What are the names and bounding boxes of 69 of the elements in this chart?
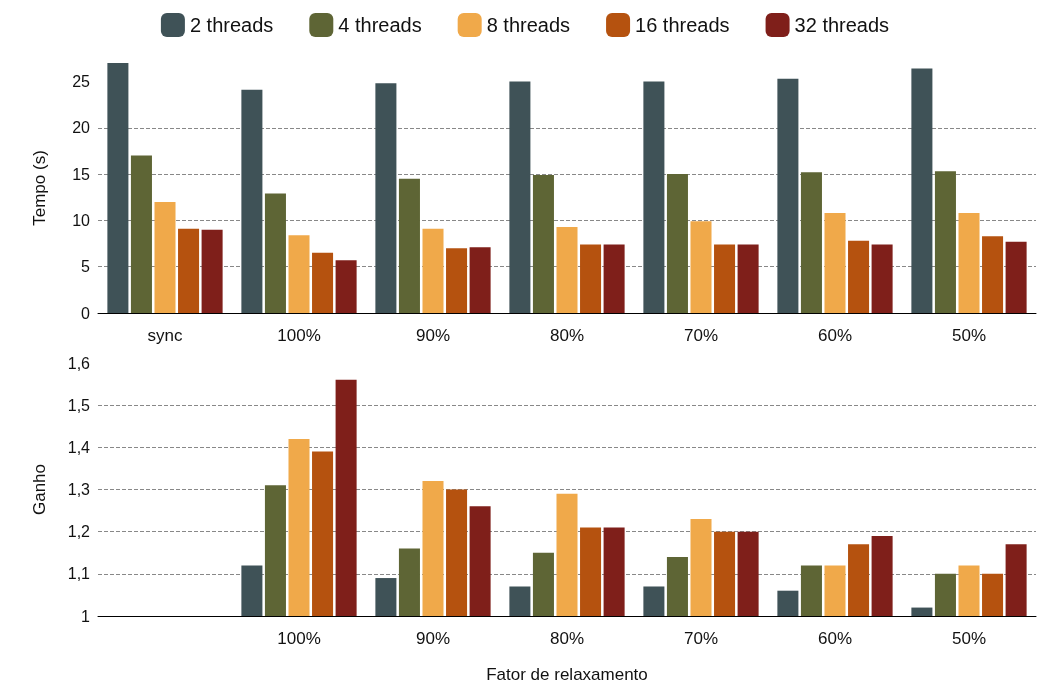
bar	[375, 83, 397, 313]
y-tick-label: 1	[81, 607, 91, 625]
bar	[958, 213, 980, 313]
y-tick-label: 0	[81, 304, 91, 322]
y-tick-label: 15	[72, 165, 91, 183]
x-tick-label: 60%	[817, 326, 853, 345]
x-tick-label: 90%	[415, 629, 451, 648]
bar	[848, 240, 870, 313]
bar	[556, 226, 578, 313]
bar	[871, 244, 893, 313]
x-tick-label: 100%	[277, 629, 321, 648]
y-tick-label: 25	[72, 73, 91, 91]
bar	[911, 68, 933, 313]
bar	[800, 172, 822, 313]
bar	[666, 174, 688, 313]
x-tick-label: 50%	[951, 629, 987, 648]
y-tick-label: 1,3	[67, 481, 91, 498]
y-tick-label: 1,1	[67, 565, 91, 583]
legend-label: 8 threads	[486, 14, 571, 36]
bar	[824, 213, 846, 313]
y-tick-label: 20	[72, 119, 91, 137]
bar	[1005, 241, 1027, 313]
y-axis-title: Ganho	[30, 463, 49, 516]
bar	[509, 81, 531, 313]
bar	[777, 78, 799, 313]
y-tick-label: 10	[72, 211, 91, 229]
bar	[422, 228, 444, 313]
x-tick-label: 80%	[549, 326, 585, 345]
legend-label: 32 threads	[794, 14, 890, 36]
x-tick-label: 100%	[277, 326, 321, 345]
bar	[107, 63, 129, 313]
bar	[312, 252, 334, 313]
bar	[532, 175, 554, 313]
y-tick-label: 1,4	[67, 438, 91, 456]
bar	[580, 244, 602, 313]
legend-label: 4 threads	[338, 14, 422, 36]
x-tick-label: 90%	[415, 326, 451, 345]
y-tick-label: 1,5	[67, 396, 91, 414]
bar	[154, 201, 176, 313]
bar	[201, 229, 223, 313]
bar	[130, 155, 152, 313]
x-axis-title: Fator de relaxamento	[486, 665, 648, 684]
bar	[737, 244, 759, 313]
legend-label: 2 threads	[189, 14, 274, 36]
bar	[690, 221, 712, 313]
x-tick-label: 50%	[951, 326, 987, 345]
bar	[643, 81, 665, 313]
bar	[288, 235, 310, 313]
legend-label: 16 threads	[635, 14, 730, 36]
y-axis-title: Tempo (s)	[30, 150, 49, 226]
bar	[446, 248, 468, 313]
bar	[241, 89, 263, 313]
x-tick-label: 80%	[549, 629, 585, 648]
bar	[178, 228, 200, 313]
bar	[934, 171, 956, 313]
y-tick-label: 1,2	[67, 523, 91, 541]
bar	[335, 260, 357, 313]
bar	[982, 236, 1004, 313]
x-tick-label: 60%	[817, 629, 853, 648]
x-tick-label: 70%	[683, 629, 719, 648]
bar	[398, 178, 420, 313]
y-tick-label: 1,6	[67, 354, 91, 372]
bar	[469, 247, 491, 313]
bar	[714, 244, 736, 313]
x-tick-label: 70%	[683, 326, 719, 345]
y-tick-label: 5	[81, 258, 91, 276]
x-tick-label: sync	[147, 326, 183, 345]
bar	[264, 193, 286, 313]
bar	[603, 244, 625, 313]
